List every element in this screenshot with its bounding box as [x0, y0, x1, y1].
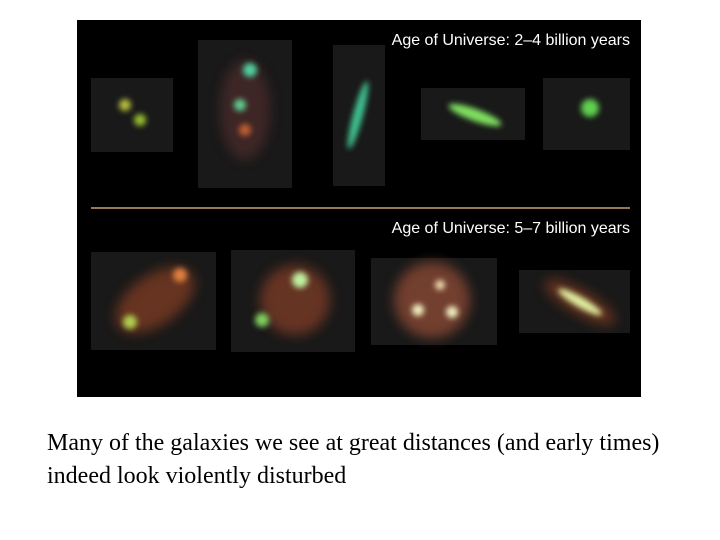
caption: Many of the galaxies we see at great dis…: [47, 430, 660, 489]
thumbnails-bottom: [91, 250, 630, 352]
galaxies-knots: [119, 63, 602, 329]
galaxy-image: Age of Universe: 2–4 billion years Age o…: [77, 20, 641, 397]
age-label: Age of Universe: 5–7 billion years: [392, 220, 630, 237]
age-label: Age of Universe: 2–4 billion years: [392, 32, 630, 49]
